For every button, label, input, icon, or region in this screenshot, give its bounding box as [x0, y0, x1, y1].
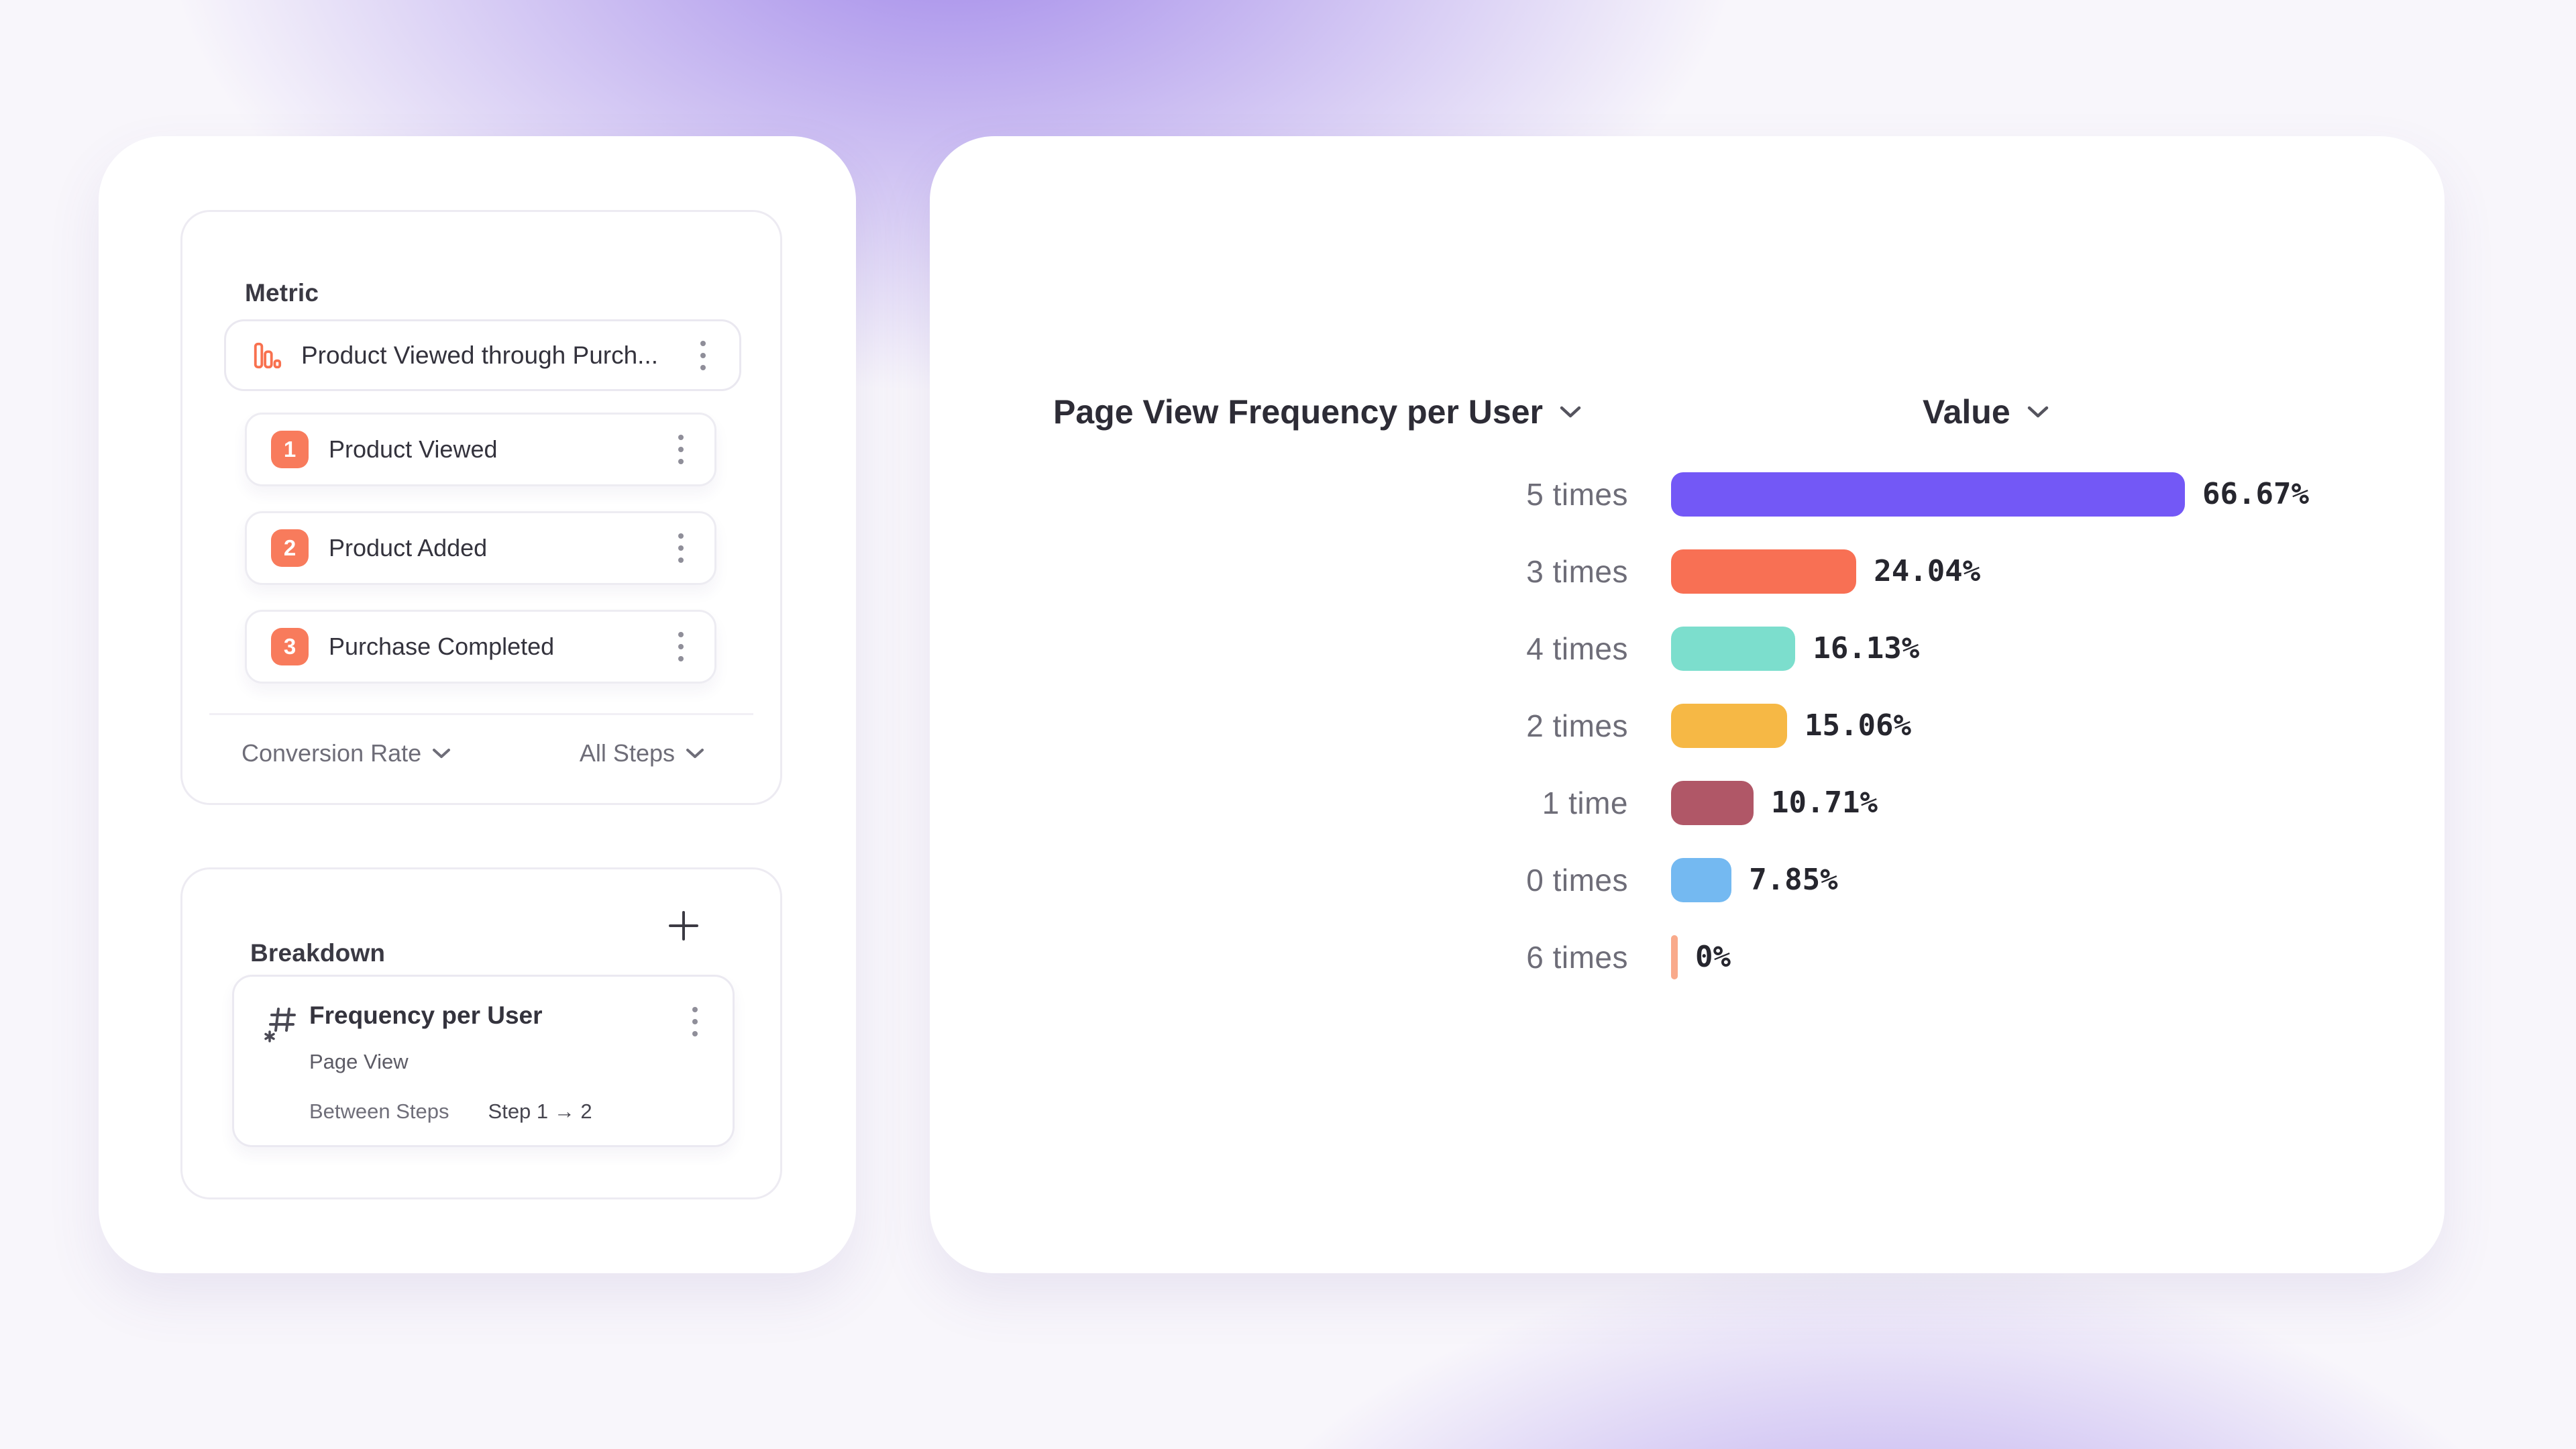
- kebab-menu-icon[interactable]: [690, 337, 716, 374]
- x-axis-dropdown[interactable]: Page View Frequency per User: [1053, 392, 1582, 431]
- kebab-menu-icon[interactable]: [667, 431, 694, 468]
- between-steps-label: Between Steps: [309, 1099, 449, 1123]
- chart-bar[interactable]: [1671, 549, 1857, 594]
- chevron-down-icon: [433, 748, 451, 758]
- chart-bar[interactable]: [1671, 472, 2186, 517]
- breakdown-scope-row: Between Steps Step 1 → 2: [309, 1099, 592, 1124]
- value-dropdown[interactable]: Value: [1923, 392, 2049, 431]
- metric-title: Metric: [245, 279, 319, 307]
- chart-row: 0 times 7.85%: [930, 841, 2445, 918]
- step-number-badge: 2: [271, 529, 309, 567]
- all-steps-dropdown[interactable]: All Steps: [580, 739, 704, 767]
- funnel-steps-list: 1 Product Viewed 2 Product Added 3 Purchase C…: [245, 413, 716, 708]
- chart-row: 6 times 0%: [930, 918, 2445, 996]
- chart-category-label: 3 times: [1526, 553, 1628, 589]
- metric-item[interactable]: Product Viewed through Purch...: [224, 319, 741, 391]
- plus-icon: [669, 911, 698, 941]
- kebab-menu-icon[interactable]: [667, 629, 694, 665]
- step-range-value: Step 1 → 2: [488, 1099, 592, 1123]
- funnel-step-row[interactable]: 2 Product Added: [245, 511, 716, 585]
- hash-asterisk-icon: [264, 1004, 301, 1044]
- chart-value-label: 7.85%: [1749, 863, 1838, 897]
- funnel-step-row[interactable]: 1 Product Viewed: [245, 413, 716, 486]
- chart-category-label: 4 times: [1526, 631, 1628, 666]
- chart-category-label: 6 times: [1526, 939, 1628, 975]
- kebab-menu-icon[interactable]: [682, 1004, 708, 1040]
- chart-bar[interactable]: [1671, 626, 1796, 671]
- conversion-rate-label: Conversion Rate: [241, 739, 422, 767]
- metric-item-label: Product Viewed through Purch...: [301, 341, 659, 369]
- chart-value-label: 0%: [1695, 940, 1731, 974]
- chevron-down-icon: [1560, 406, 1581, 418]
- breakdown-item[interactable]: Frequency per User Page View Between Ste…: [232, 975, 735, 1147]
- breakdown-title: Breakdown: [250, 939, 386, 967]
- chart-value-label: 66.67%: [2202, 477, 2309, 511]
- left-panel: Metric Product Viewed through Purch... 1…: [99, 136, 856, 1273]
- chart-row: 1 time 10.71%: [930, 764, 2445, 841]
- add-breakdown-button[interactable]: [666, 908, 701, 943]
- chart-row: 3 times 24.04%: [930, 533, 2445, 610]
- step-number-badge: 1: [271, 431, 309, 468]
- step-label: Product Added: [329, 534, 488, 561]
- kebab-menu-icon[interactable]: [667, 530, 694, 566]
- chevron-down-icon: [2027, 406, 2048, 418]
- chart-value-label: 24.04%: [1874, 554, 1981, 588]
- chart-row: 5 times 66.67%: [930, 455, 2445, 533]
- all-steps-label: All Steps: [579, 739, 675, 767]
- chart-bar[interactable]: [1671, 780, 1754, 825]
- step-number-badge: 3: [271, 628, 309, 665]
- chart-value-label: 10.71%: [1771, 786, 1878, 820]
- chart-category-label: 1 time: [1542, 785, 1628, 820]
- chart-bar[interactable]: [1671, 857, 1732, 902]
- chart-value-label: 16.13%: [1813, 631, 1920, 665]
- breakdown-event-label: Page View: [309, 1050, 409, 1073]
- x-axis-label: Page View Frequency per User: [1053, 393, 1543, 431]
- chart-bar[interactable]: [1671, 934, 1678, 979]
- chart-category-label: 5 times: [1526, 476, 1628, 512]
- step-label: Purchase Completed: [329, 633, 555, 660]
- chart-category-label: 0 times: [1526, 862, 1628, 898]
- step-label: Product Viewed: [329, 435, 498, 463]
- chevron-down-icon: [686, 748, 704, 758]
- chart-row: 2 times 15.06%: [930, 687, 2445, 764]
- funnel-step-row[interactable]: 3 Purchase Completed: [245, 610, 716, 684]
- metric-card: Metric Product Viewed through Purch... 1…: [180, 210, 782, 805]
- chart-row: 4 times 16.13%: [930, 610, 2445, 687]
- chart-category-label: 2 times: [1526, 708, 1628, 743]
- breakdown-card: Breakdown: [180, 867, 782, 1199]
- value-column-label: Value: [1923, 393, 2010, 431]
- chart-panel: Page View Frequency per User Value 5 tim…: [930, 136, 2445, 1273]
- bar-chart: 5 times 66.67% 3 times 24.04% 4 times 16.13% 2…: [930, 455, 2445, 996]
- breakdown-item-title: Frequency per User: [309, 1002, 543, 1029]
- chart-bar[interactable]: [1671, 703, 1788, 748]
- divider: [209, 713, 753, 715]
- chart-value-label: 15.06%: [1805, 708, 1911, 743]
- conversion-rate-dropdown[interactable]: Conversion Rate: [241, 739, 451, 767]
- bar-chart-icon: [252, 340, 282, 371]
